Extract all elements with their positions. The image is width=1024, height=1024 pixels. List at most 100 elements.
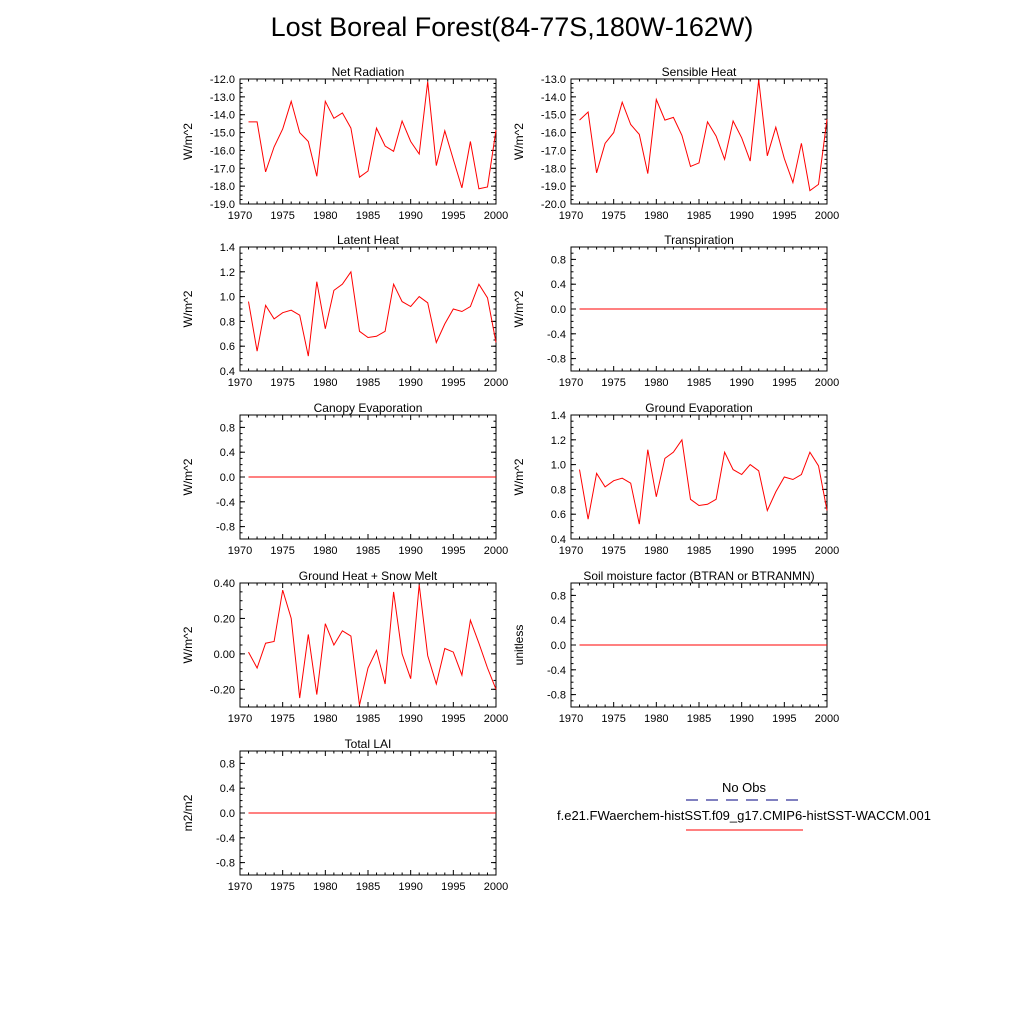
x-tick-label: 1975 xyxy=(601,713,625,725)
x-tick-label: 1985 xyxy=(356,377,380,389)
y-tick-label: -14.0 xyxy=(210,110,235,122)
y-tick-label: -0.8 xyxy=(547,354,566,366)
y-axis-label: W/m^2 xyxy=(512,290,526,327)
page-title: Lost Boreal Forest(84-77S,180W-162W) xyxy=(270,12,754,42)
chart-panel-7: Ground Heat + Snow Melt W/m^2 1970 1975 1980… xyxy=(181,569,508,725)
y-tick-label: -12.0 xyxy=(210,74,235,86)
x-tick-label: 1980 xyxy=(313,377,337,389)
y-tick-label: 0.8 xyxy=(220,758,235,770)
y-tick-label: 1.4 xyxy=(220,242,235,254)
legend-obs-label: No Obs xyxy=(722,780,767,795)
x-tick-label: 1995 xyxy=(441,545,465,557)
y-tick-label: -16.0 xyxy=(210,145,235,157)
x-tick-label: 1995 xyxy=(772,545,796,557)
chart-panel-4: Transpiration W/m^2 1970 1975 1980 1985 1990 19… xyxy=(512,233,839,389)
x-tick-label: 2000 xyxy=(484,377,508,389)
panel-title: Net Radiation xyxy=(332,65,405,79)
y-axis-label: W/m^2 xyxy=(512,458,526,495)
y-tick-label: 0.0 xyxy=(551,640,566,652)
x-tick-label: 1985 xyxy=(356,881,380,893)
y-tick-label: -19.0 xyxy=(210,199,235,211)
panel-title: Total LAI xyxy=(345,737,392,751)
y-tick-label: 0.0 xyxy=(551,304,566,316)
x-tick-label: 1975 xyxy=(270,377,294,389)
y-tick-label: -15.0 xyxy=(541,110,566,122)
x-tick-label: 1970 xyxy=(228,545,252,557)
x-tick-label: 1980 xyxy=(644,377,668,389)
chart-panel-2: Sensible Heat W/m^2 1970 1975 1980 1985 1990 19… xyxy=(512,65,839,222)
y-tick-label: 0.4 xyxy=(551,279,566,291)
x-tick-label: 1990 xyxy=(398,210,422,222)
y-tick-label: 0.4 xyxy=(551,534,566,546)
x-tick-label: 1985 xyxy=(687,210,711,222)
x-tick-label: 1990 xyxy=(398,713,422,725)
y-tick-label: 1.2 xyxy=(551,435,566,447)
y-tick-label: 1.0 xyxy=(220,292,235,304)
x-tick-label: 1990 xyxy=(729,210,753,222)
x-tick-label: 1990 xyxy=(729,713,753,725)
y-tick-label: -17.0 xyxy=(210,163,235,175)
panel-title: Soil moisture factor (BTRAN or BTRANMN) xyxy=(583,569,814,583)
chart-panel-1: Net Radiation W/m^2 1970 1975 1980 1985 1990 19… xyxy=(181,65,508,222)
y-tick-label: -0.8 xyxy=(547,690,566,702)
x-tick-label: 1975 xyxy=(270,881,294,893)
x-tick-label: 2000 xyxy=(815,545,839,557)
y-axis-label: unitless xyxy=(512,625,526,666)
y-tick-label: -13.0 xyxy=(541,74,566,86)
x-tick-label: 1980 xyxy=(644,713,668,725)
plot-frame xyxy=(239,582,497,708)
y-tick-label: 0.40 xyxy=(214,578,235,590)
y-tick-label: 0.4 xyxy=(551,615,566,627)
x-tick-label: 2000 xyxy=(484,881,508,893)
panel-title: Ground Evaporation xyxy=(645,401,752,415)
x-tick-label: 1970 xyxy=(559,713,583,725)
x-tick-label: 1985 xyxy=(356,545,380,557)
y-tick-label: -18.0 xyxy=(210,181,235,193)
plot-frame xyxy=(239,78,497,205)
x-tick-label: 1990 xyxy=(729,545,753,557)
x-tick-label: 1975 xyxy=(601,377,625,389)
y-tick-label: -15.0 xyxy=(210,128,235,140)
x-tick-label: 1975 xyxy=(601,210,625,222)
y-tick-label: 0.00 xyxy=(214,649,235,661)
y-tick-label: 0.0 xyxy=(220,472,235,484)
x-tick-label: 1985 xyxy=(356,713,380,725)
y-axis-label: m2/m2 xyxy=(181,794,195,831)
x-tick-label: 1980 xyxy=(644,210,668,222)
panel-title: Canopy Evaporation xyxy=(314,401,423,415)
y-tick-label: -18.0 xyxy=(541,163,566,175)
x-tick-label: 1970 xyxy=(228,881,252,893)
y-tick-label: -0.4 xyxy=(216,497,235,509)
y-tick-label: 0.8 xyxy=(551,590,566,602)
x-tick-label: 1995 xyxy=(441,713,465,725)
y-axis-label: W/m^2 xyxy=(181,626,195,663)
y-tick-label: 0.20 xyxy=(214,613,235,625)
series-line xyxy=(579,79,828,192)
y-tick-label: -0.8 xyxy=(216,522,235,534)
y-tick-label: 0.4 xyxy=(220,366,235,378)
x-tick-label: 1980 xyxy=(313,881,337,893)
y-tick-label: 0.8 xyxy=(220,316,235,328)
y-tick-label: -0.8 xyxy=(216,858,235,870)
plot-frame xyxy=(570,78,828,205)
y-tick-label: 0.0 xyxy=(220,808,235,820)
x-tick-label: 1975 xyxy=(270,210,294,222)
y-tick-label: -14.0 xyxy=(541,92,566,104)
y-tick-label: 1.0 xyxy=(551,460,566,472)
legend: No Obs f.e21.FWaerchem-histSST.f09_g17.C… xyxy=(557,780,931,831)
y-tick-label: 0.8 xyxy=(551,254,566,266)
x-tick-label: 1975 xyxy=(270,713,294,725)
y-tick-label: 1.2 xyxy=(220,267,235,279)
x-tick-label: 1990 xyxy=(398,881,422,893)
x-tick-label: 1970 xyxy=(559,545,583,557)
y-axis-label: W/m^2 xyxy=(181,123,195,160)
y-tick-label: 0.8 xyxy=(220,422,235,434)
x-tick-label: 1980 xyxy=(644,545,668,557)
chart-panel-6: Ground Evaporation W/m^2 1970 1975 1980 1985 1… xyxy=(512,401,839,557)
y-tick-label: 0.6 xyxy=(220,341,235,353)
x-tick-label: 2000 xyxy=(815,210,839,222)
x-tick-label: 1995 xyxy=(772,210,796,222)
x-tick-label: 2000 xyxy=(484,713,508,725)
x-tick-label: 1970 xyxy=(228,377,252,389)
